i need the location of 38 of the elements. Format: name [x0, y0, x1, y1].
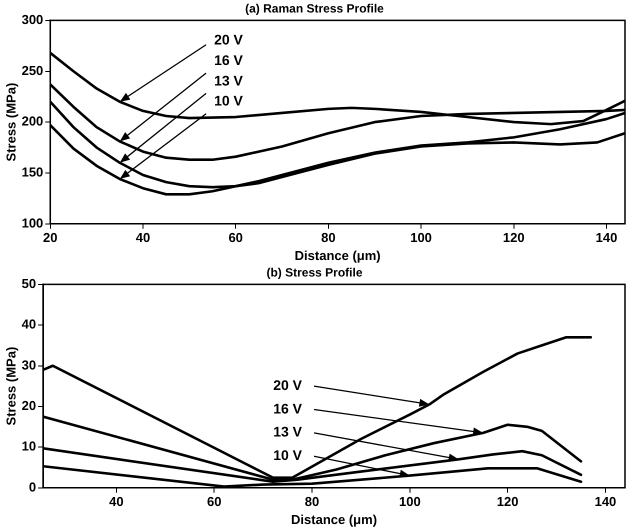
y-tick-label: 10	[22, 438, 36, 454]
y-tick-label: 30	[22, 357, 36, 372]
x-tick-label: 20	[43, 230, 58, 246]
x-axis-title: Distance (μm)	[294, 248, 381, 263]
y-axis-title: Stress (MPa)	[3, 346, 18, 426]
x-tick-label: 140	[594, 494, 616, 510]
y-tick-label: 20	[22, 398, 36, 414]
annotation: 10 V	[273, 447, 303, 464]
y-tick-label: 100	[22, 215, 44, 230]
annotation: 16 V	[214, 52, 244, 68]
x-tick-label: 80	[321, 230, 336, 246]
annotation: 13 V	[273, 424, 303, 440]
x-tick-label: 60	[228, 230, 243, 246]
x-tick-label: 100	[398, 494, 421, 510]
annotation: 16 V	[273, 400, 303, 416]
x-tick-label: 120	[502, 230, 525, 246]
y-tick-label: 0	[28, 479, 36, 494]
x-tick-label: 100	[410, 230, 432, 246]
annotation: 20 V	[273, 376, 303, 393]
y-tick-label: 300	[22, 12, 44, 27]
y-tick-label: 200	[22, 114, 44, 129]
x-tick-label: 80	[304, 494, 320, 510]
y-tick-label: 150	[22, 164, 44, 180]
y-tick-label: 40	[22, 316, 36, 332]
x-tick-label: 40	[109, 494, 124, 510]
annotation: 10 V	[214, 92, 244, 109]
y-tick-label: 50	[22, 276, 36, 291]
x-tick-label: 140	[596, 230, 618, 246]
x-tick-label: 40	[136, 230, 150, 246]
annotation: 20 V	[214, 32, 244, 48]
x-tick-label: 60	[206, 494, 222, 510]
chart-title: (b) Stress Profile	[266, 266, 363, 280]
x-axis-title: Distance (μm)	[291, 512, 378, 527]
y-tick-label: 250	[22, 62, 44, 78]
annotation: 13 V	[214, 72, 244, 88]
chart-title: (a) Raman Stress Profile	[245, 2, 384, 16]
y-axis-title: Stress (MPa)	[3, 82, 18, 162]
x-tick-label: 120	[496, 494, 518, 510]
